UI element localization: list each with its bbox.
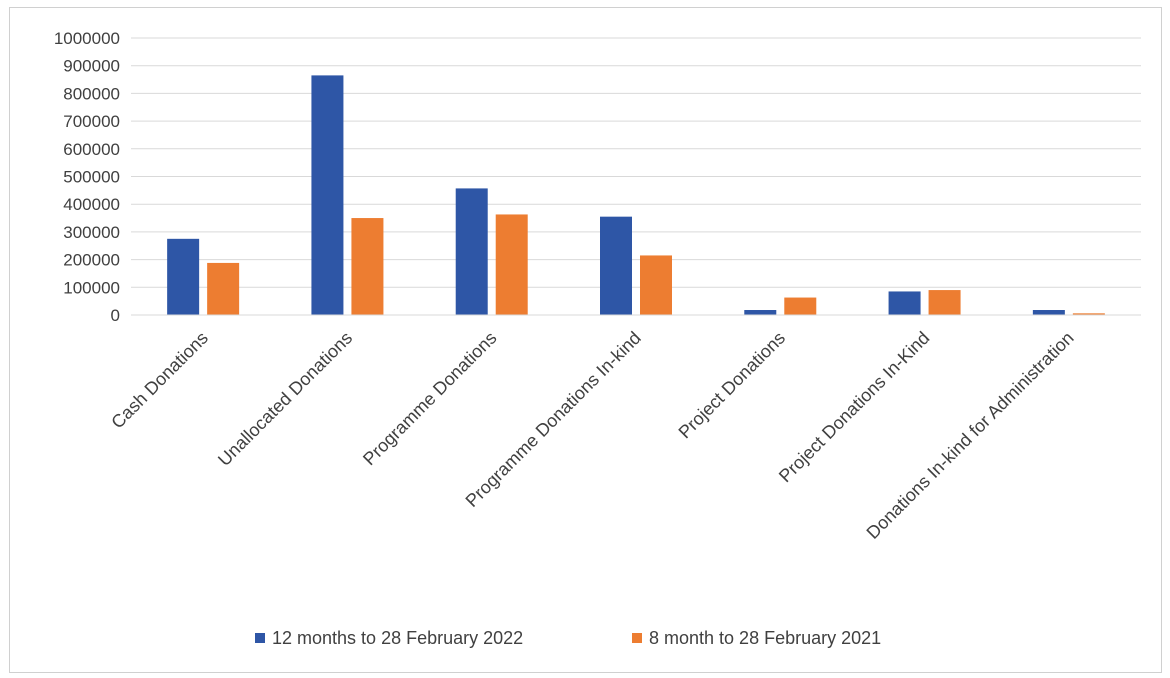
y-tick-label: 300000 — [63, 223, 120, 242]
bar-chart: 0 100000 200000 300000 400000 500000 600000 700… — [54, 29, 1141, 648]
bar-series-2[interactable] — [784, 297, 817, 315]
legend-label: 8 month to 28 February 2021 — [649, 628, 881, 648]
y-tick-label: 900000 — [63, 57, 120, 76]
y-tick-label: 0 — [111, 306, 120, 325]
bar-series-1[interactable] — [744, 310, 777, 315]
y-tick-label: 100000 — [63, 278, 120, 297]
bar-series-2[interactable] — [928, 290, 961, 315]
bar-series-1[interactable] — [600, 216, 632, 315]
x-axis-category-labels: Cash Donations Unallocated Donations Progr… — [107, 328, 1077, 543]
legend-swatch — [255, 633, 265, 643]
bar-series-1[interactable] — [167, 238, 200, 315]
y-tick-label: 1000000 — [54, 29, 120, 48]
category-label: Unallocated Donations — [214, 328, 356, 470]
bar-series-1[interactable] — [455, 188, 488, 315]
category-label: Programme Donations — [359, 328, 500, 469]
y-tick-label: 400000 — [63, 195, 120, 214]
bar-series-1[interactable] — [888, 291, 921, 315]
gridlines — [131, 37, 1141, 288]
category-label: Project Donations In-Kind — [775, 328, 933, 486]
bar-series-2[interactable] — [640, 255, 672, 315]
y-tick-label: 500000 — [63, 168, 120, 187]
bar-series-2[interactable] — [495, 214, 528, 315]
category-label: Programme Donations In-kind — [462, 328, 645, 511]
legend-label: 12 months to 28 February 2022 — [272, 628, 523, 648]
y-tick-label: 800000 — [63, 84, 120, 103]
bar-series-2[interactable] — [1072, 313, 1105, 315]
bar-series-1[interactable] — [1032, 310, 1065, 315]
y-tick-label: 600000 — [63, 140, 120, 159]
y-axis-tick-labels: 0 100000 200000 300000 400000 500000 600000 700… — [54, 29, 120, 325]
bar-series-1[interactable] — [311, 75, 344, 316]
legend[interactable]: 12 months to 28 February 2022 8 month to … — [255, 628, 881, 648]
category-label: Project Donations — [675, 328, 790, 443]
legend-item[interactable]: 12 months to 28 February 2022 — [255, 628, 523, 648]
bars — [167, 75, 1105, 316]
bar-series-2[interactable] — [351, 218, 384, 315]
category-label: Cash Donations — [107, 328, 212, 433]
chart-frame: 0 100000 200000 300000 400000 500000 600000 700… — [9, 7, 1162, 673]
bar-series-2[interactable] — [207, 262, 240, 315]
y-tick-label: 200000 — [63, 251, 120, 270]
y-tick-label: 700000 — [63, 112, 120, 131]
legend-item[interactable]: 8 month to 28 February 2021 — [632, 628, 881, 648]
legend-swatch — [632, 633, 642, 643]
